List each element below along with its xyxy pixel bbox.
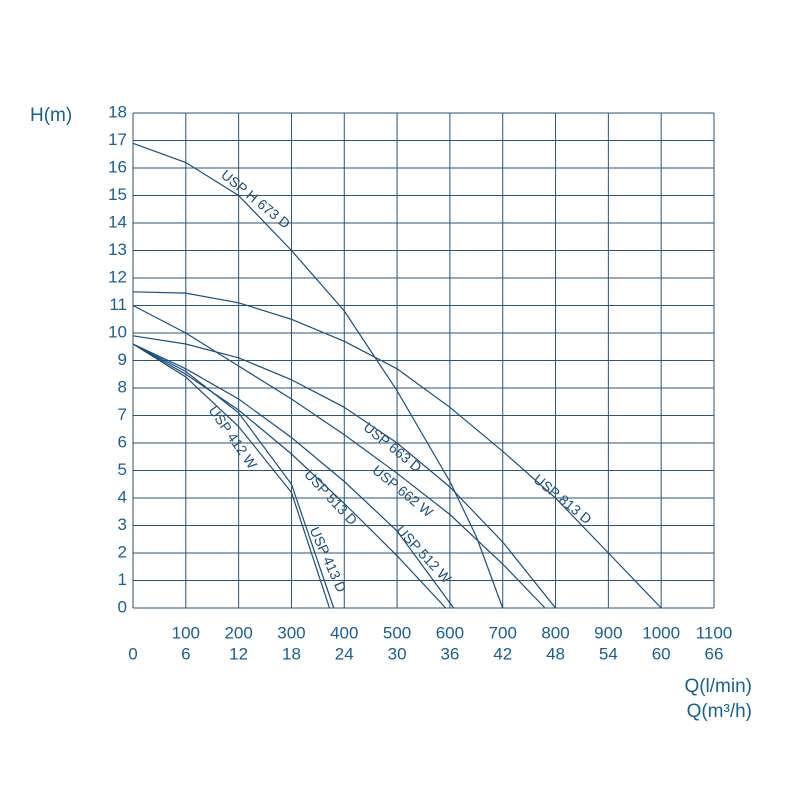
y-tick-label: 7 [118,405,127,424]
curve-label: USP H 673 D [218,166,293,231]
x-tick-label: 600 [436,623,464,642]
pump-curve [132,142,504,609]
x-tick-label: 200 [224,623,252,642]
x-tick-label: 1100 [696,623,733,642]
y-axis-title: H(m) [30,105,72,126]
curve-label: USP 813 D [531,471,595,527]
x-tick-label: 100 [172,623,200,642]
y-tick-label: 14 [108,212,127,231]
x-tick-label: 300 [277,623,305,642]
y-tick-label: 2 [118,542,127,561]
curve-label: USP 512 W [393,522,455,587]
y-tick-label: 9 [118,350,127,369]
curve-label: USP 513 D [301,466,360,528]
y-tick-label: 11 [109,295,127,314]
y-tick-label: 6 [118,432,127,451]
y-tick-label: 10 [108,322,127,341]
curve-label: USP 663 D [361,419,425,475]
x2-tick-label: 24 [335,644,354,663]
x2-axis-title: Q(m³/h) [687,701,752,722]
x-tick-label: 500 [383,623,411,642]
pump-curve [132,343,447,609]
x2-tick-label: 36 [440,644,459,663]
x2-tick-label: 30 [388,644,407,663]
x2-tick-label: 18 [282,644,301,663]
x-tick-label: 1000 [642,623,680,642]
y-tick-label: 8 [118,377,127,396]
y-tick-label: 5 [118,460,127,479]
x2-tick-label: 42 [493,644,512,663]
x2-tick-label: 54 [599,644,618,663]
x2-tick-label: 66 [705,644,724,663]
x-tick-label: 700 [489,623,517,642]
x-axis-title: Q(l/min) [684,676,752,697]
pump-curve [132,304,546,609]
y-tick-label: 3 [118,515,127,534]
x2-tick-label: 6 [181,644,190,663]
y-tick-label: 12 [108,267,127,286]
y-tick-label: 0 [118,597,127,616]
x2-tick-label: 60 [652,644,671,663]
y-tick-label: 17 [108,130,127,149]
pump-curve [132,343,335,609]
pump-curve [132,343,331,609]
y-tick-label: 1 [118,570,127,589]
x-tick-label: 400 [330,623,358,642]
y-tick-label: 18 [108,102,127,121]
x2-tick-label: 12 [229,644,248,663]
pump-curve [132,291,662,609]
curve-label: USP 412 W [206,403,261,473]
x-tick-label: 800 [541,623,569,642]
y-tick-label: 13 [108,240,127,259]
x2-tick-label: 48 [546,644,565,663]
y-tick-label: 4 [118,487,127,506]
x-tick-label: 900 [594,623,622,642]
pump-curve [132,335,556,609]
x2-tick-label: 0 [128,644,137,663]
y-tick-label: 15 [108,185,127,204]
pump-curve [132,343,455,609]
y-tick-label: 16 [108,157,127,176]
